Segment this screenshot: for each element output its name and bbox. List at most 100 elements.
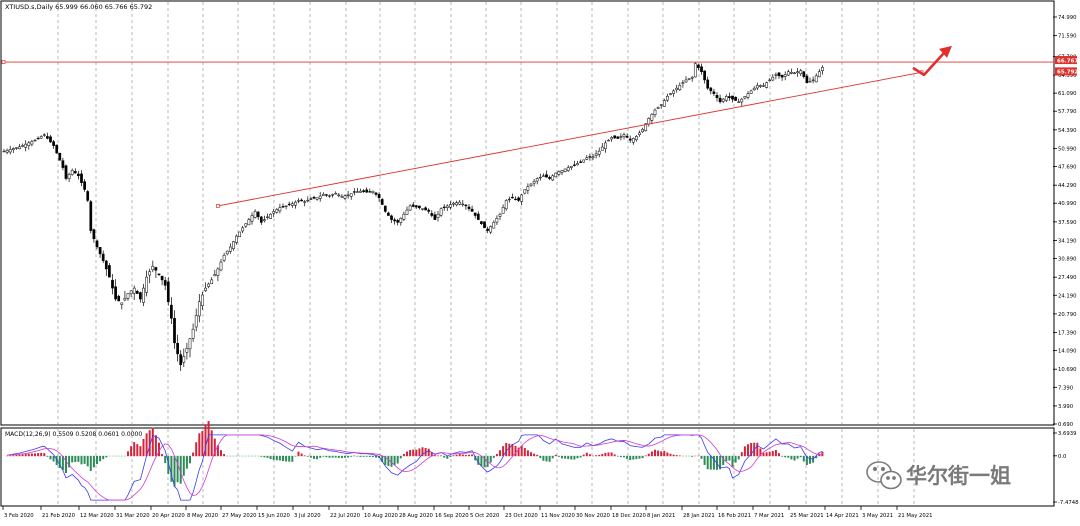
candle-body (266, 217, 268, 218)
candle-body (735, 97, 737, 100)
candle-body (614, 136, 616, 138)
price-tick-label: 20.790 (1058, 312, 1077, 318)
macd-histogram-bar (105, 456, 107, 458)
candle-body (74, 171, 76, 173)
macd-histogram-bar (790, 456, 792, 460)
macd-histogram-bar (449, 456, 451, 457)
candle-body (37, 138, 39, 139)
macd-histogram-bar (728, 456, 730, 461)
macd-histogram-bar (347, 456, 349, 458)
candle-body (555, 173, 557, 177)
candle-body (65, 166, 67, 179)
macd-histogram-bar (803, 456, 805, 462)
candle-body (394, 220, 396, 221)
candle-body (297, 200, 299, 201)
candle-body (468, 207, 470, 209)
candle-body (638, 133, 640, 135)
macd-histogram-bar (81, 456, 83, 465)
macd-histogram-bar (769, 452, 771, 457)
candle-body (111, 280, 113, 288)
candle-body (294, 202, 296, 205)
candle-body (155, 267, 157, 270)
macd-histogram-bar (626, 456, 628, 459)
macd-histogram-bar (821, 452, 823, 456)
candle-body (3, 151, 5, 152)
price-tick-label: 74.990 (1058, 15, 1077, 21)
macd-histogram-bar (285, 456, 287, 462)
candle-body (784, 74, 786, 76)
candle-body (654, 110, 656, 115)
candle-body (490, 226, 492, 232)
candle-body (403, 214, 405, 219)
candle-body (68, 174, 70, 178)
candle-body (130, 291, 132, 294)
macd-tick-label: 3.6939 (1058, 431, 1077, 437)
macd-histogram-bar (443, 456, 445, 458)
candle-body (586, 158, 588, 160)
candle-body (787, 72, 789, 75)
date-tick-label: 14 Apr 2021 (826, 513, 859, 519)
candle-body (183, 357, 185, 363)
candle-body (328, 196, 330, 197)
candle-body (815, 76, 817, 82)
candle-body (750, 91, 752, 94)
macd-histogram-bar (15, 455, 17, 456)
candle-body (115, 287, 117, 299)
macd-histogram-bar (40, 453, 42, 456)
candle-body (77, 174, 79, 176)
macd-histogram-bar (738, 456, 740, 460)
candle-body (31, 142, 33, 145)
candle-body (452, 203, 454, 204)
price-tick-label: 71.590 (1058, 34, 1077, 40)
candle-body (694, 64, 696, 77)
date-tick-label: 16 Sep 2020 (435, 513, 469, 519)
macd-histogram-bar (732, 456, 734, 467)
macd-histogram-bar (552, 456, 554, 459)
price-tick-label: 0.690 (1058, 422, 1074, 428)
candle-body (651, 114, 653, 120)
price-tick-label: 50.990 (1058, 146, 1077, 152)
candle-body (378, 194, 380, 197)
macd-histogram-bar (9, 456, 11, 457)
candle-body (576, 163, 578, 164)
macd-histogram-bar (25, 454, 27, 456)
candle-body (685, 80, 687, 82)
candle-body (356, 192, 358, 193)
candle-body (756, 85, 758, 88)
candle-body (682, 83, 684, 84)
candle-body (102, 254, 104, 261)
macd-histogram-bar (778, 453, 780, 456)
candle-body (127, 294, 129, 299)
macd-histogram-bar (763, 453, 765, 456)
candle-body (372, 191, 374, 193)
candle-body (325, 195, 327, 196)
candle-body (443, 207, 445, 208)
watermark: 华尔街一姐 (862, 456, 1062, 496)
candle-body (71, 170, 73, 174)
macd-histogram-bar (505, 443, 507, 456)
candle-body (474, 213, 476, 216)
candle-body (642, 129, 644, 131)
date-tick-label: 28 Jan 2021 (683, 513, 715, 519)
support-anchor (216, 204, 219, 207)
candle-body (691, 77, 693, 78)
candle-body (762, 85, 764, 86)
macd-histogram-bar (558, 456, 560, 457)
macd-histogram-bar (397, 456, 399, 464)
candle-body (397, 220, 399, 222)
price-tag-label: 66.767 (1057, 58, 1078, 64)
macd-histogram-bar (406, 452, 408, 457)
wechat-logo-icon (867, 462, 901, 489)
candle-body (40, 137, 42, 139)
candle-body (412, 205, 414, 207)
macd-histogram-bar (604, 453, 606, 456)
candle-body (18, 147, 20, 149)
macd-histogram-bar (601, 454, 603, 456)
candle-body (549, 177, 551, 178)
macd-histogram-bar (369, 456, 371, 457)
date-tick-label: 16 Feb 2021 (718, 513, 751, 519)
macd-histogram-bar (561, 456, 563, 459)
candle-body (542, 176, 544, 177)
